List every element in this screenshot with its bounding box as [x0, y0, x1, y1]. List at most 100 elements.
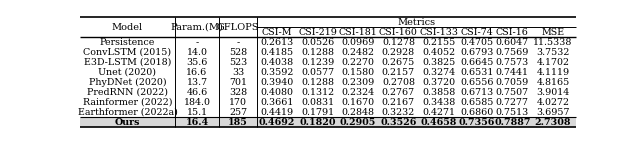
Text: 0.4271: 0.4271	[422, 108, 455, 117]
Text: ConvLSTM (2015): ConvLSTM (2015)	[83, 48, 172, 57]
Text: 0.6860: 0.6860	[460, 108, 493, 117]
Text: 0.6645: 0.6645	[460, 58, 493, 67]
Text: 0.2905: 0.2905	[340, 118, 376, 127]
Text: 0.7569: 0.7569	[495, 48, 529, 57]
Text: 0.2482: 0.2482	[342, 48, 374, 57]
Text: 0.2155: 0.2155	[422, 38, 456, 47]
Text: Ours: Ours	[115, 118, 140, 127]
Text: 0.3592: 0.3592	[260, 68, 294, 77]
Text: 3.7532: 3.7532	[536, 48, 570, 57]
Text: 0.2324: 0.2324	[342, 88, 374, 97]
Text: CSI-74: CSI-74	[460, 28, 493, 37]
Text: 0.7573: 0.7573	[496, 58, 529, 67]
Text: 0.1288: 0.1288	[301, 48, 334, 57]
Text: 0.3438: 0.3438	[422, 98, 456, 107]
Text: 184.0: 184.0	[184, 98, 211, 107]
Text: 0.4185: 0.4185	[260, 48, 294, 57]
Text: 0.4419: 0.4419	[260, 108, 294, 117]
Text: Model: Model	[112, 23, 143, 32]
Text: 0.7277: 0.7277	[496, 98, 529, 107]
Text: 0.3720: 0.3720	[422, 78, 456, 87]
Text: 4.1119: 4.1119	[536, 68, 570, 77]
Text: 0.3232: 0.3232	[382, 108, 415, 117]
Text: 0.3274: 0.3274	[422, 68, 456, 77]
Text: 33: 33	[232, 68, 244, 77]
Text: 0.0831: 0.0831	[301, 98, 334, 107]
Text: 0.6793: 0.6793	[460, 48, 493, 57]
Text: 185: 185	[228, 118, 248, 127]
Text: 0.6531: 0.6531	[460, 68, 493, 77]
Text: 0.3661: 0.3661	[260, 98, 294, 107]
Text: Metrics: Metrics	[397, 18, 436, 27]
Text: 2.7308: 2.7308	[535, 118, 572, 127]
Text: 15.1: 15.1	[186, 108, 207, 117]
Text: Earthformer (2022a): Earthformer (2022a)	[77, 108, 177, 117]
Text: 0.2157: 0.2157	[382, 68, 415, 77]
Text: PhyDNet (2020): PhyDNet (2020)	[89, 78, 166, 87]
Text: 0.2613: 0.2613	[260, 38, 294, 47]
Text: E3D-LSTM (2018): E3D-LSTM (2018)	[84, 58, 171, 67]
Text: 0.4692: 0.4692	[259, 118, 296, 127]
Text: Persistence: Persistence	[100, 38, 155, 47]
Text: 0.3858: 0.3858	[422, 88, 456, 97]
Text: 528: 528	[229, 48, 247, 57]
Text: 0.4080: 0.4080	[260, 88, 294, 97]
Text: 16.4: 16.4	[186, 118, 209, 127]
Text: MSE: MSE	[541, 28, 564, 37]
Text: 0.7513: 0.7513	[496, 108, 529, 117]
Text: 4.8165: 4.8165	[536, 78, 570, 87]
Text: 0.6585: 0.6585	[460, 98, 493, 107]
Text: -: -	[195, 38, 198, 47]
Text: 14.0: 14.0	[186, 48, 207, 57]
Text: 0.1580: 0.1580	[342, 68, 374, 77]
Text: 328: 328	[229, 88, 247, 97]
Bar	[80, 117, 576, 127]
Text: 0.6047: 0.6047	[496, 38, 529, 47]
Text: CSI-160: CSI-160	[379, 28, 418, 37]
Text: 3.9014: 3.9014	[536, 88, 570, 97]
Text: 0.1670: 0.1670	[342, 98, 374, 107]
Text: PredRNN (2022): PredRNN (2022)	[87, 88, 168, 97]
Text: 0.2167: 0.2167	[382, 98, 415, 107]
Text: 523: 523	[229, 58, 247, 67]
Text: 257: 257	[229, 108, 247, 117]
Text: 0.1239: 0.1239	[301, 58, 334, 67]
Text: 0.4052: 0.4052	[422, 48, 456, 57]
Text: -: -	[236, 38, 239, 47]
Text: 4.1702: 4.1702	[536, 58, 570, 67]
Text: 0.3825: 0.3825	[422, 58, 456, 67]
Text: 0.7507: 0.7507	[496, 88, 529, 97]
Text: 0.0577: 0.0577	[301, 68, 334, 77]
Text: 0.3940: 0.3940	[260, 78, 294, 87]
Text: 0.1278: 0.1278	[382, 38, 415, 47]
Text: 0.7441: 0.7441	[496, 68, 529, 77]
Text: Param.(M): Param.(M)	[170, 23, 223, 32]
Text: 0.2675: 0.2675	[382, 58, 415, 67]
Text: 0.2309: 0.2309	[341, 78, 374, 87]
Text: Rainformer (2022): Rainformer (2022)	[83, 98, 172, 107]
Text: 0.4038: 0.4038	[260, 58, 294, 67]
Text: 0.1820: 0.1820	[300, 118, 336, 127]
Text: 11.5338: 11.5338	[533, 38, 573, 47]
Text: 0.1791: 0.1791	[301, 108, 334, 117]
Text: 0.1312: 0.1312	[301, 88, 334, 97]
Text: 0.6556: 0.6556	[460, 78, 493, 87]
Text: 0.2767: 0.2767	[382, 88, 415, 97]
Text: 0.2928: 0.2928	[382, 48, 415, 57]
Text: CSI-181: CSI-181	[339, 28, 378, 37]
Text: 170: 170	[229, 98, 247, 107]
Text: 0.2848: 0.2848	[342, 108, 374, 117]
Text: GFLOPS: GFLOPS	[217, 23, 259, 32]
Text: 0.1288: 0.1288	[301, 78, 334, 87]
Text: 0.7887: 0.7887	[494, 118, 531, 127]
Text: CSI-133: CSI-133	[419, 28, 458, 37]
Text: 4.0272: 4.0272	[536, 98, 570, 107]
Text: 0.3526: 0.3526	[380, 118, 417, 127]
Text: 35.6: 35.6	[186, 58, 207, 67]
Text: 0.7059: 0.7059	[496, 78, 529, 87]
Text: 0.2270: 0.2270	[342, 58, 374, 67]
Text: 3.6957: 3.6957	[536, 108, 570, 117]
Text: 0.6713: 0.6713	[460, 88, 493, 97]
Text: 16.6: 16.6	[186, 68, 207, 77]
Text: Unet (2020): Unet (2020)	[99, 68, 156, 77]
